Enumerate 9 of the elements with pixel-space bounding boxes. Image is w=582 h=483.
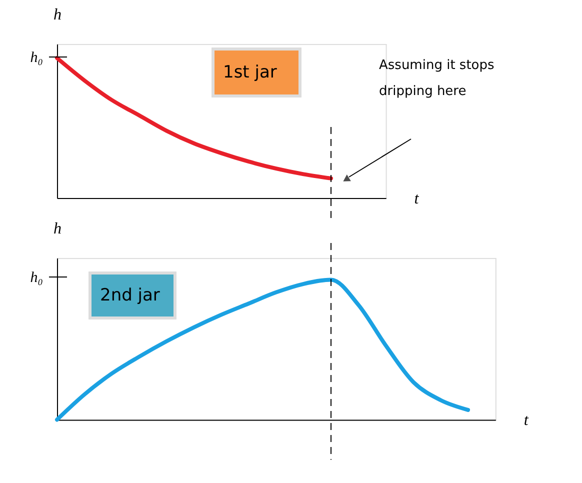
x-axis-title: t [414, 190, 420, 208]
x-axis-title: t [524, 412, 529, 430]
annotation: Assuming it stops dripping here [379, 58, 494, 99]
text: h₀ [30, 50, 43, 66]
y-axis-title: h [54, 6, 62, 24]
text: h₀ [30, 270, 43, 286]
chart-title: 1st jar [223, 62, 277, 82]
y-axis-title: h [54, 220, 62, 238]
chart-title: 2nd jar [100, 286, 160, 306]
